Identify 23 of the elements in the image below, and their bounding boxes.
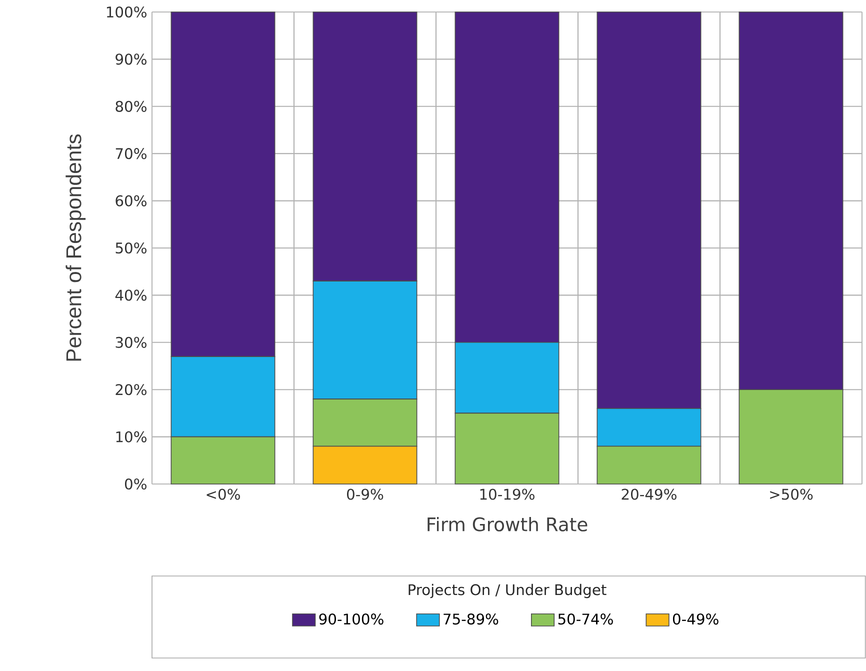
legend-title: Projects On / Under Budget <box>408 584 606 598</box>
x-tick-label: 10-19% <box>480 488 534 500</box>
x-axis-title: Firm Growth Rate <box>428 516 588 532</box>
y-tick-label: 90% <box>116 54 146 65</box>
x-tick-label: <0% <box>206 488 240 500</box>
legend-label: 90-100% <box>319 614 384 625</box>
y-axis-title: Percent of Respondents <box>66 134 86 361</box>
y-tick-label: 0% <box>124 478 146 490</box>
y-tick-label: 20% <box>116 384 146 396</box>
legend-label: 50-74% <box>558 614 613 625</box>
y-tick-label: 80% <box>116 100 146 112</box>
y-tick-label: 10% <box>116 431 146 442</box>
y-tick-label: 100% <box>106 6 146 18</box>
y-tick-label: 60% <box>116 195 146 206</box>
legend-label: 0-49% <box>672 614 718 625</box>
y-tick-label: 50% <box>116 242 146 254</box>
x-tick-label: >50% <box>770 488 813 500</box>
y-tick-label: 40% <box>115 290 146 301</box>
x-tick-label: 20-49% <box>622 488 676 500</box>
y-tick-label: 70% <box>116 148 146 160</box>
legend-label: 75-89% <box>444 614 498 625</box>
x-tick-label: 0-9% <box>347 488 384 500</box>
y-tick-label: 30% <box>116 336 146 348</box>
